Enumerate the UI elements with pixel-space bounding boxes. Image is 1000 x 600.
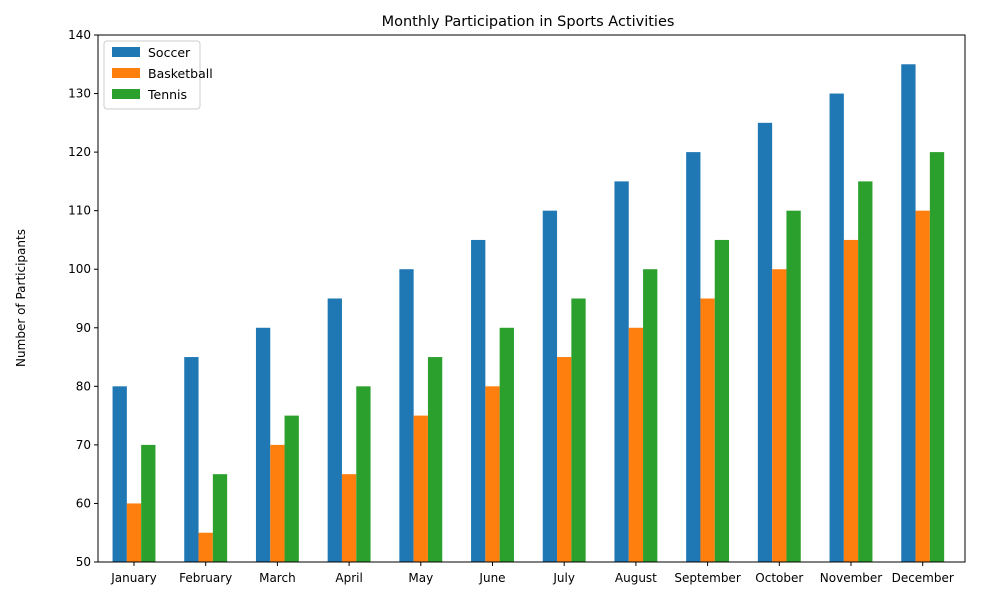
bar-tennis-april — [356, 386, 371, 562]
bar-basketball-november — [843, 239, 859, 562]
bar-basketball-january — [126, 503, 142, 562]
x-tick-label: February — [179, 571, 232, 585]
bar-soccer-april — [327, 298, 342, 562]
legend-label-soccer: Soccer — [148, 45, 191, 60]
x-tick-label: January — [110, 571, 157, 585]
bar-basketball-may — [413, 415, 428, 562]
bar-soccer-november — [829, 93, 844, 562]
legend-swatch-soccer — [112, 47, 140, 57]
y-tick-label: 60 — [76, 496, 91, 510]
y-tick-label: 120 — [68, 145, 91, 159]
x-tick-label: December — [892, 571, 954, 585]
bar-basketball-september — [700, 298, 715, 562]
bar-tennis-october — [786, 210, 801, 563]
legend: Soccer Basketball Tennis — [103, 40, 213, 110]
x-tick-label: September — [674, 571, 740, 585]
y-tick-label: 100 — [68, 262, 91, 276]
bars-layer — [112, 64, 945, 563]
legend-swatch-basketball — [112, 68, 140, 78]
bar-soccer-june — [471, 239, 486, 562]
x-tick-label: November — [820, 571, 882, 585]
bar-basketball-october — [772, 269, 787, 562]
y-tick-label: 90 — [76, 321, 91, 335]
x-axis-ticks: January February March April May June July Augu… — [110, 562, 954, 585]
legend-label-tennis: Tennis — [147, 87, 187, 102]
bar-basketball-june — [485, 386, 500, 562]
x-tick-label: June — [478, 571, 505, 585]
bar-tennis-september — [714, 239, 730, 562]
y-tick-label: 140 — [68, 28, 91, 42]
x-tick-label: May — [408, 571, 433, 585]
bar-soccer-september — [686, 152, 701, 563]
bar-basketball-august — [628, 327, 644, 562]
y-tick-label: 50 — [76, 555, 91, 569]
chart-title: Monthly Participation in Sports Activiti… — [382, 14, 675, 30]
bar-soccer-august — [614, 181, 629, 562]
x-tick-label: April — [335, 571, 362, 585]
bar-tennis-march — [284, 415, 299, 562]
bar-tennis-december — [929, 152, 945, 563]
bar-tennis-july — [571, 298, 586, 562]
bar-basketball-december — [915, 210, 930, 563]
legend-label-basketball: Basketball — [148, 66, 213, 81]
x-tick-label: October — [755, 571, 803, 585]
y-tick-label: 110 — [68, 204, 91, 218]
bar-soccer-march — [255, 327, 271, 562]
x-tick-label: August — [615, 571, 657, 585]
bar-soccer-may — [399, 269, 414, 562]
bar-soccer-july — [542, 210, 558, 563]
y-tick-label: 80 — [76, 379, 91, 393]
y-tick-label: 130 — [68, 87, 91, 101]
bar-tennis-august — [643, 269, 658, 562]
bar-tennis-february — [212, 474, 228, 562]
bar-soccer-january — [112, 386, 127, 562]
legend-swatch-tennis — [112, 89, 140, 99]
bar-soccer-october — [757, 122, 773, 562]
bar-basketball-february — [198, 532, 213, 562]
bar-soccer-december — [901, 64, 916, 562]
bar-tennis-june — [499, 327, 514, 562]
y-tick-label: 70 — [76, 438, 91, 452]
x-tick-label: July — [552, 571, 575, 585]
x-tick-label: March — [259, 571, 296, 585]
bar-tennis-november — [858, 181, 873, 562]
bar-tennis-may — [427, 357, 443, 562]
bar-basketball-april — [341, 474, 357, 562]
bar-tennis-january — [141, 444, 156, 562]
bar-basketball-july — [557, 357, 572, 562]
bar-soccer-february — [184, 357, 199, 562]
y-axis-ticks: 50 60 70 80 90 100 110 120 130 140 — [68, 28, 98, 569]
y-axis-label: Number of Participants — [14, 229, 28, 367]
bar-basketball-march — [270, 444, 285, 562]
plot-frame — [97, 34, 966, 563]
